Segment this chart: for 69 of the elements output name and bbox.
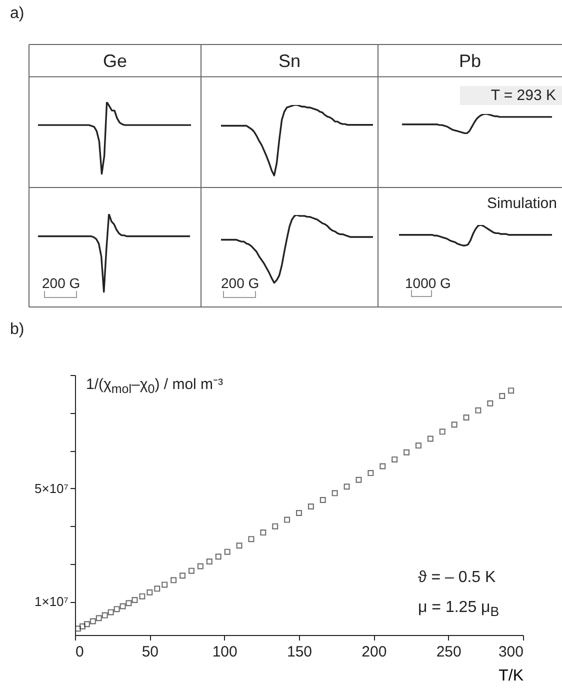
point [475, 407, 482, 414]
point [74, 626, 81, 632]
text: T = 293 K [490, 87, 556, 104]
point [248, 536, 254, 542]
y-axis-title: 1/(χ$_{mol}$–χ$_{0}$) / mol m⁻³ [86, 376, 224, 396]
point [260, 530, 266, 536]
point [487, 400, 494, 406]
point [236, 542, 242, 549]
point [368, 470, 374, 476]
text: b) [10, 321, 24, 338]
point [84, 621, 90, 628]
annotation: ϑ = – 0.5 K [418, 569, 496, 586]
annotation: 200 G [221, 275, 260, 291]
annotation: 1000 G [405, 275, 451, 291]
x-tick-label: 50 [142, 644, 159, 660]
point [102, 612, 108, 618]
point [206, 558, 212, 564]
point [499, 392, 506, 399]
point [439, 428, 446, 435]
x-tick-label: 100 [212, 644, 238, 660]
point [180, 572, 186, 579]
point [392, 456, 398, 462]
point [356, 476, 362, 483]
x-tick-label: 300 [498, 644, 524, 660]
x-tick-label: 0 [76, 644, 84, 660]
point [320, 496, 326, 503]
point [79, 623, 86, 630]
point [139, 593, 146, 600]
point [463, 414, 470, 421]
point [404, 449, 410, 456]
point [96, 615, 102, 622]
chart-title: Pb [458, 51, 482, 71]
point [154, 586, 160, 592]
text: Simulation [486, 195, 557, 212]
x-axis-title: T/K [498, 668, 524, 684]
annotation: 200 G [42, 275, 80, 291]
point [344, 484, 350, 490]
point [451, 422, 458, 428]
x-tick-label: 150 [286, 644, 312, 660]
point [188, 568, 194, 574]
point [215, 554, 222, 560]
chart-title: Sn [277, 51, 302, 71]
point [126, 600, 132, 606]
point [284, 516, 290, 523]
chart-title: Ge [102, 51, 128, 71]
point [114, 606, 120, 612]
point [162, 582, 168, 588]
x-tick-label: 200 [362, 644, 387, 660]
x-tick-label: 250 [436, 644, 462, 660]
point [415, 442, 422, 449]
point [296, 510, 302, 516]
point [427, 436, 434, 442]
y-tick-label: 1×10⁷ [34, 594, 69, 610]
point [308, 503, 314, 510]
point [132, 597, 138, 604]
point [146, 589, 153, 596]
point [197, 563, 204, 570]
point [224, 548, 230, 555]
point [380, 463, 386, 470]
point [90, 618, 96, 624]
point [108, 609, 114, 616]
annotation: μ = 1.25 μ$_{B}$ [418, 599, 500, 620]
point [332, 490, 338, 496]
point [508, 388, 514, 394]
text: a) [10, 5, 24, 22]
point [120, 603, 126, 610]
point [170, 577, 177, 584]
point [272, 523, 278, 530]
y-tick-label: 5×10⁷ [34, 480, 69, 496]
